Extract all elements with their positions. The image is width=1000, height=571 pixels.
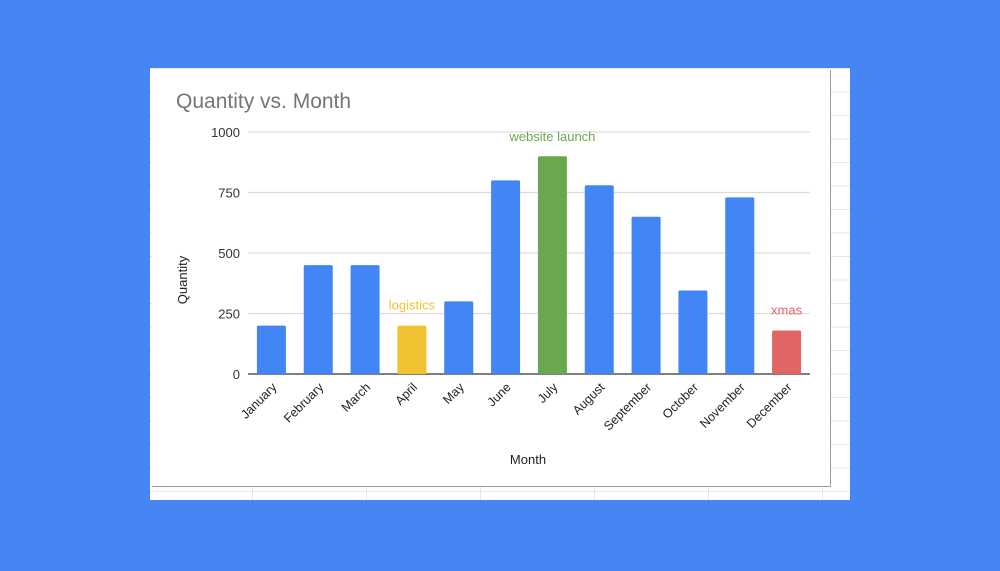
y-tick-label: 0 — [233, 367, 240, 382]
x-tick-label: October — [660, 380, 701, 421]
x-tick-label: March — [339, 380, 373, 414]
annotation-december: xmas — [771, 302, 803, 317]
bar-june[interactable] — [491, 180, 521, 374]
x-tick-label: November — [697, 380, 748, 431]
bar-july[interactable] — [537, 156, 567, 374]
x-tick-label: February — [281, 380, 327, 426]
bar-january[interactable] — [256, 325, 286, 374]
y-tick-label: 750 — [218, 186, 240, 201]
x-tick-label: September — [601, 380, 654, 433]
bar-december[interactable] — [772, 330, 802, 374]
y-tick-label: 1000 — [211, 125, 240, 140]
x-tick-label: December — [744, 380, 795, 431]
annotation-april: logistics — [389, 298, 436, 313]
annotation-july: website launch — [508, 129, 595, 144]
bar-february[interactable] — [303, 265, 333, 374]
y-tick-label: 500 — [218, 246, 240, 261]
x-tick-label: July — [535, 380, 561, 406]
x-tick-label: January — [238, 380, 280, 422]
x-tick-label: June — [485, 380, 514, 409]
bar-april[interactable] — [397, 325, 427, 374]
bar-august[interactable] — [584, 185, 614, 374]
bar-september[interactable] — [631, 216, 661, 374]
x-tick-label: August — [570, 380, 608, 418]
bar-may[interactable] — [444, 301, 474, 374]
bar-october[interactable] — [678, 290, 708, 374]
chart-title: Quantity vs. Month — [176, 90, 351, 113]
y-tick-label: 250 — [218, 307, 240, 322]
x-tick-label: April — [392, 380, 420, 408]
x-axis-label: Month — [510, 452, 546, 467]
bar-march[interactable] — [350, 265, 380, 374]
bar-november[interactable] — [725, 197, 755, 374]
y-axis-label: Quantity — [175, 255, 190, 304]
x-tick-label: May — [440, 380, 467, 407]
